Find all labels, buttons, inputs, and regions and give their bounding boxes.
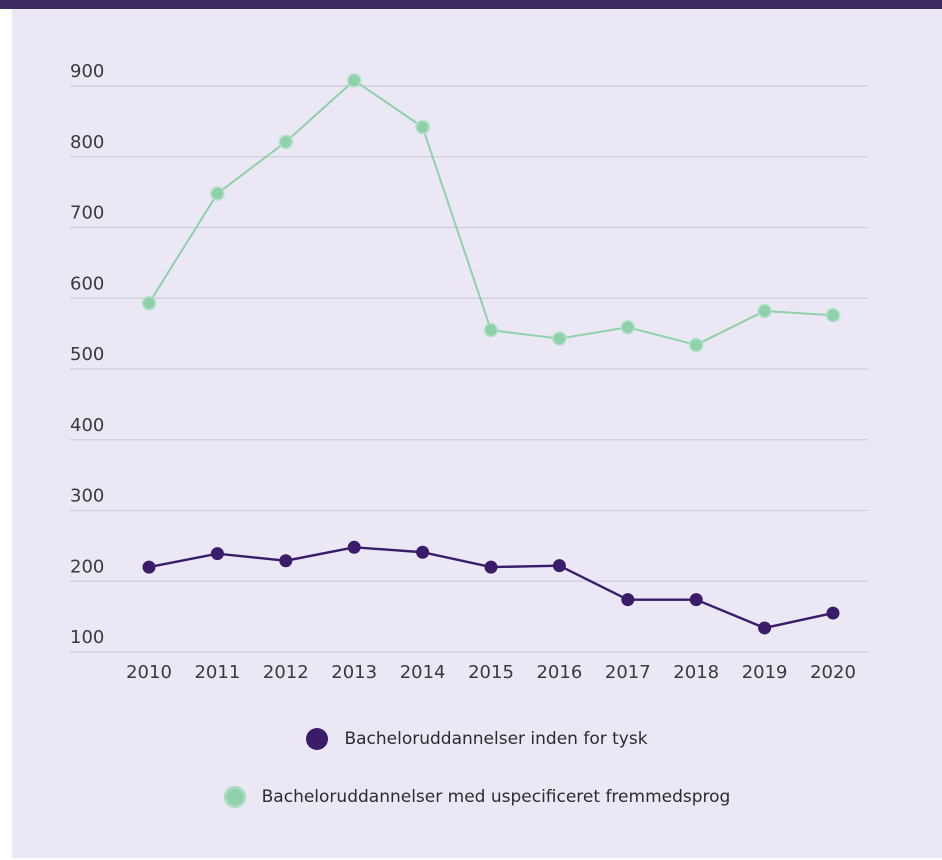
data-point-tysk[interactable] — [142, 560, 156, 574]
data-point-tysk[interactable] — [347, 540, 361, 554]
data-point-fremmedsprog[interactable] — [757, 303, 772, 319]
x-tick-label: 2018 — [673, 662, 719, 683]
legend-dot-fremmedsprog — [223, 786, 246, 808]
gridlines — [70, 85, 868, 653]
y-axis-ticks: 100 200 300 400 500 600 700 800 900 — [70, 61, 104, 648]
y-tick-label: 900 — [70, 61, 104, 82]
y-tick-label: 400 — [70, 415, 104, 436]
data-point-tysk[interactable] — [210, 547, 224, 561]
data-point-fremmedsprog[interactable] — [825, 307, 841, 323]
data-point-tysk[interactable] — [826, 606, 840, 620]
series-lines — [141, 73, 841, 635]
x-tick-label: 2010 — [126, 662, 172, 683]
data-point-tysk[interactable] — [279, 554, 293, 568]
x-tick-label: 2011 — [194, 662, 240, 683]
data-point-fremmedsprog[interactable] — [415, 119, 430, 135]
data-point-fremmedsprog[interactable] — [620, 320, 636, 335]
x-tick-label: 2016 — [536, 662, 582, 683]
series-line-tysk — [148, 546, 834, 630]
data-point-fremmedsprog[interactable] — [346, 73, 362, 88]
y-tick-label: 600 — [70, 273, 104, 294]
data-point-fremmedsprog[interactable] — [483, 322, 499, 338]
x-tick-label: 2020 — [810, 662, 856, 683]
x-tick-label: 2014 — [400, 662, 446, 683]
chart-panel — [12, 9, 942, 858]
x-tick-label: 2017 — [605, 662, 651, 683]
legend-label-fremmedsprog: Bacheloruddannelser med uspecificeret fr… — [261, 787, 731, 807]
data-point-tysk[interactable] — [552, 559, 566, 573]
x-tick-label: 2015 — [468, 662, 514, 683]
legend-dot-tysk — [306, 728, 329, 750]
data-point-tysk[interactable] — [484, 560, 498, 574]
y-tick-label: 200 — [70, 556, 104, 577]
y-tick-label: 700 — [70, 203, 104, 224]
header-bar — [0, 0, 942, 9]
x-tick-label: 2012 — [263, 662, 309, 683]
line-chart: 100 200 300 400 500 600 700 800 900 2010 2011 2012… — [70, 61, 868, 683]
y-tick-label: 300 — [70, 486, 104, 507]
series-line-fremmedsprog — [148, 79, 834, 347]
data-point-tysk[interactable] — [621, 593, 635, 607]
legend-label-tysk: Bacheloruddannelser inden for tysk — [344, 729, 648, 749]
data-point-fremmedsprog[interactable] — [552, 331, 567, 346]
x-tick-label: 2013 — [331, 662, 377, 683]
legend-item-fremmedsprog[interactable]: Bacheloruddannelser med uspecificeret fr… — [12, 786, 942, 808]
y-tick-label: 800 — [70, 132, 104, 153]
data-point-tysk[interactable] — [416, 545, 430, 559]
data-point-fremmedsprog[interactable] — [210, 186, 225, 201]
data-point-tysk[interactable] — [689, 593, 703, 607]
x-axis-ticks: 2010 2011 2012 2013 2014 2015 2016 2017 2018 2019… — [126, 662, 856, 683]
data-point-fremmedsprog[interactable] — [688, 337, 704, 353]
y-tick-label: 100 — [70, 627, 104, 648]
data-point-tysk[interactable] — [758, 621, 772, 635]
data-point-fremmedsprog[interactable] — [278, 134, 294, 150]
y-tick-label: 500 — [70, 344, 104, 365]
data-point-fremmedsprog[interactable] — [141, 295, 157, 311]
x-tick-label: 2019 — [742, 662, 788, 683]
legend-item-tysk[interactable]: Bacheloruddannelser inden for tysk — [12, 728, 942, 750]
